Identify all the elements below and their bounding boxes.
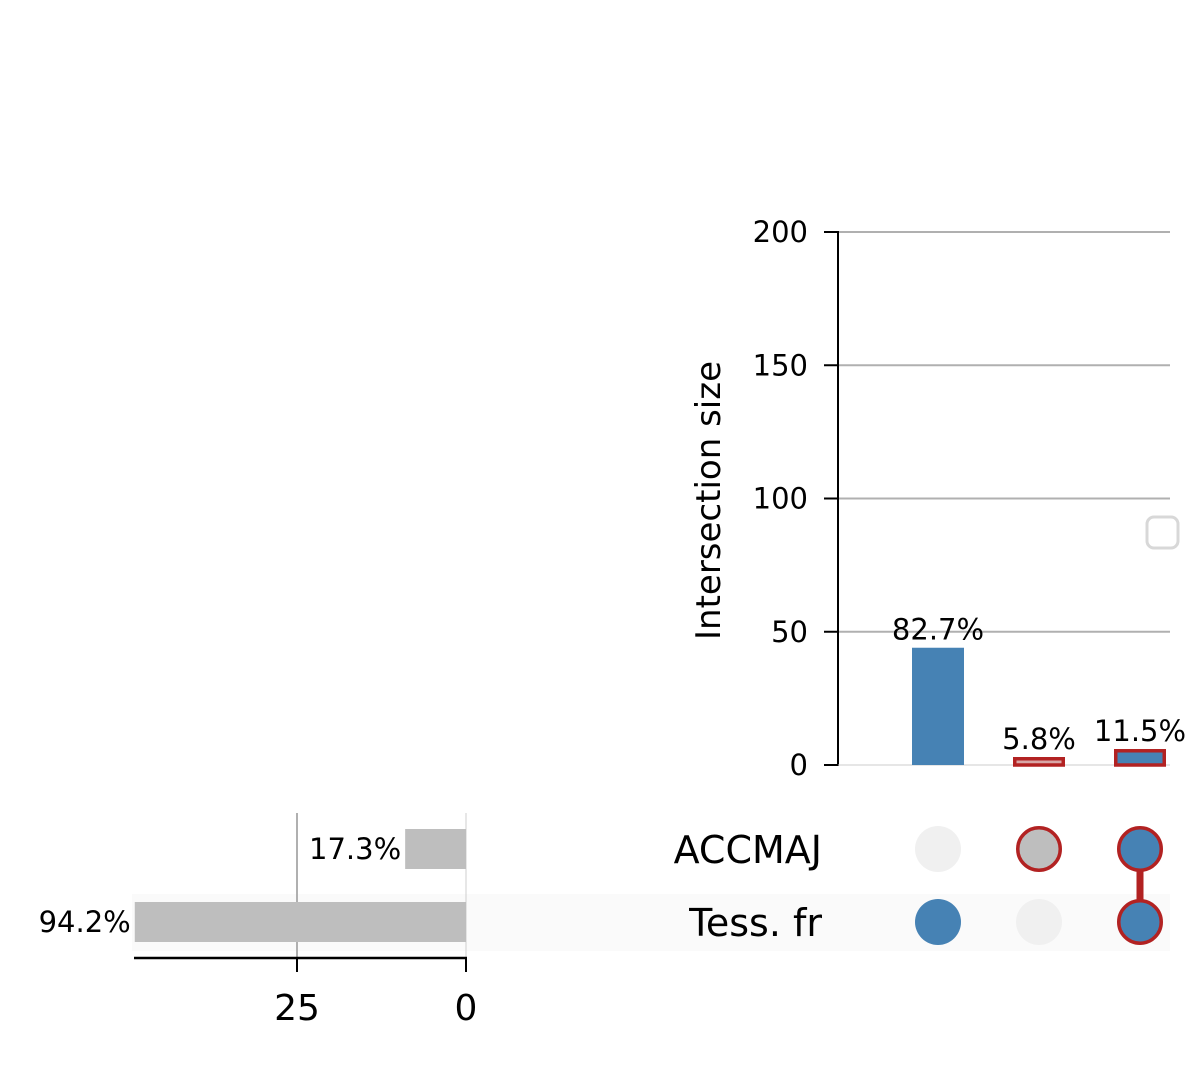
y-tick-label: 200: [753, 215, 808, 249]
set-size-label: 17.3%: [309, 832, 401, 866]
set-name-label: ACCMAJ: [674, 828, 822, 872]
set-axis-tick-label: 0: [455, 988, 478, 1029]
set-size-bar: [405, 829, 466, 869]
set-size-bar: [134, 902, 466, 942]
intersection-bar: [1114, 749, 1166, 767]
intersection-bar: [912, 647, 964, 765]
intersection-bar: [1013, 757, 1065, 767]
y-tick-label: 50: [771, 615, 808, 649]
y-axis-label: Intersection size: [689, 361, 729, 640]
matrix-dot-active: [1016, 826, 1062, 872]
legend-box: [1145, 515, 1180, 550]
y-tick-label: 150: [753, 348, 808, 382]
y-tick-label: 100: [753, 482, 808, 516]
matrix-dot-inactive: [915, 826, 961, 872]
set-size-label: 94.2%: [39, 905, 131, 939]
intersection-bar-label: 5.8%: [1002, 722, 1076, 756]
y-tick-label: 0: [790, 748, 808, 782]
set-name-label: Tess. fr: [688, 901, 822, 945]
matrix-dot-active: [1117, 899, 1163, 945]
intersection-bar-label: 82.7%: [892, 613, 984, 647]
set-axis-tick-label: 25: [274, 988, 320, 1029]
matrix-dot-active: [1117, 826, 1163, 872]
matrix-dot-active: [915, 899, 961, 945]
intersection-bar-label: 11.5%: [1094, 714, 1186, 748]
matrix-dot-inactive: [1016, 899, 1062, 945]
